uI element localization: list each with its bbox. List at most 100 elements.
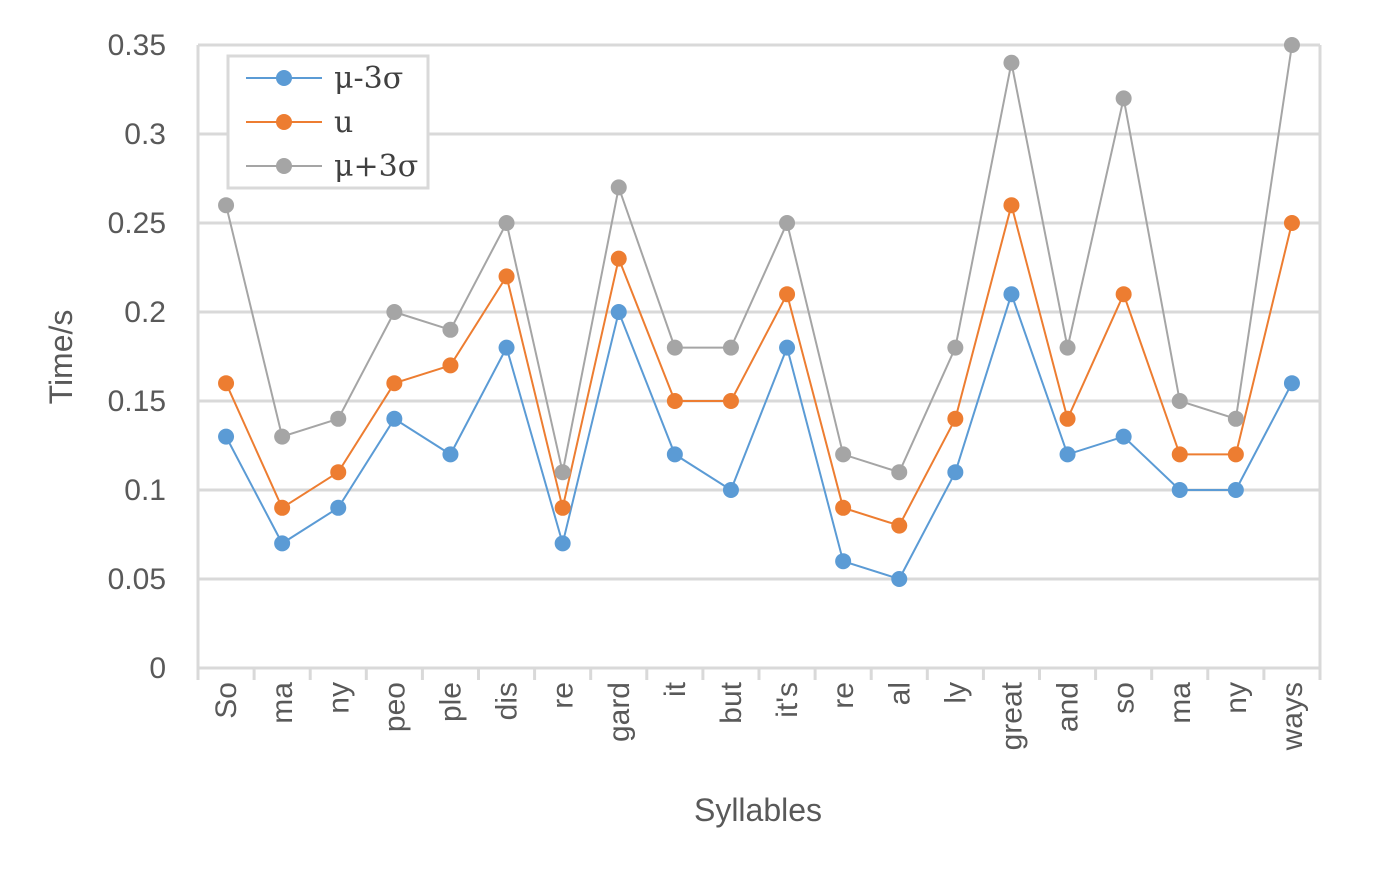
data-point bbox=[1059, 339, 1076, 356]
data-point bbox=[666, 446, 683, 463]
data-point bbox=[1227, 482, 1244, 498]
data-point bbox=[274, 428, 291, 445]
x-tick-label: ly bbox=[939, 682, 972, 704]
data-point bbox=[891, 571, 908, 587]
data-point bbox=[1227, 410, 1244, 427]
legend-label: μ+3σ bbox=[334, 149, 418, 184]
series-line bbox=[225, 44, 1293, 474]
series-1 bbox=[218, 197, 1300, 534]
x-tick-label: peo bbox=[378, 682, 411, 732]
legend-item: u bbox=[246, 105, 353, 140]
data-point bbox=[218, 375, 235, 392]
legend-item: μ+3σ bbox=[246, 149, 418, 184]
y-tick-label: 0.2 bbox=[124, 296, 166, 329]
y-axis-title: Time/s bbox=[43, 310, 79, 405]
y-tick-label: 0.05 bbox=[108, 563, 166, 596]
x-tick-label: re bbox=[827, 682, 860, 709]
data-point bbox=[1003, 54, 1020, 71]
data-point bbox=[835, 499, 852, 516]
data-point bbox=[1059, 446, 1076, 463]
data-point bbox=[1227, 446, 1244, 463]
x-tick-label: it bbox=[659, 681, 692, 697]
x-tick-label: so bbox=[1108, 682, 1141, 714]
data-point bbox=[722, 393, 739, 409]
legend-swatch-marker bbox=[276, 114, 292, 130]
data-point bbox=[1171, 482, 1188, 498]
series-2 bbox=[218, 37, 1300, 481]
x-tick-label: ny bbox=[1220, 682, 1253, 714]
data-point bbox=[891, 464, 908, 481]
data-point bbox=[666, 339, 683, 356]
series-0 bbox=[218, 286, 1300, 587]
data-point bbox=[779, 286, 796, 303]
data-point bbox=[442, 446, 459, 463]
y-tick-label: 0.35 bbox=[108, 29, 166, 62]
legend-item: μ-3σ bbox=[246, 61, 403, 96]
data-point bbox=[1171, 446, 1188, 463]
data-point bbox=[1115, 90, 1132, 107]
data-point bbox=[610, 179, 627, 196]
y-tick-label: 0.25 bbox=[108, 207, 166, 240]
data-point bbox=[442, 321, 459, 338]
data-point bbox=[442, 357, 459, 374]
data-point bbox=[1115, 428, 1132, 445]
data-point bbox=[1059, 410, 1076, 427]
data-point bbox=[498, 215, 515, 231]
data-point bbox=[498, 268, 515, 285]
axes bbox=[196, 45, 1322, 680]
data-point bbox=[610, 250, 627, 267]
data-point bbox=[498, 339, 515, 356]
y-tick-label: 0.1 bbox=[124, 474, 166, 507]
x-tick-label: but bbox=[715, 681, 748, 723]
x-tick-label: So bbox=[210, 682, 243, 719]
data-point bbox=[1283, 375, 1300, 392]
data-point bbox=[891, 517, 908, 534]
legend-label: u bbox=[334, 105, 353, 140]
x-axis-title: Syllables bbox=[694, 792, 822, 828]
data-point bbox=[779, 339, 796, 356]
data-point bbox=[218, 197, 235, 214]
y-tick-label: 0.3 bbox=[124, 118, 166, 151]
legend-swatch-marker bbox=[276, 158, 292, 174]
data-point bbox=[386, 375, 403, 392]
data-point bbox=[386, 410, 403, 427]
legend-label: μ-3σ bbox=[334, 61, 403, 96]
data-point bbox=[1003, 286, 1020, 303]
series-line bbox=[225, 291, 1293, 581]
data-point bbox=[330, 499, 347, 516]
data-point bbox=[1283, 37, 1300, 53]
legend-swatch-marker bbox=[276, 70, 292, 86]
data-point bbox=[330, 464, 347, 481]
data-point bbox=[554, 464, 571, 481]
data-point bbox=[218, 428, 235, 445]
data-point bbox=[947, 339, 964, 356]
data-point bbox=[1115, 286, 1132, 303]
data-point bbox=[947, 410, 964, 427]
data-point bbox=[330, 410, 347, 427]
y-tick-label: 0.15 bbox=[108, 385, 166, 418]
data-point bbox=[779, 215, 796, 231]
data-point bbox=[666, 393, 683, 409]
data-point bbox=[722, 339, 739, 356]
y-tick-label: 0 bbox=[149, 652, 166, 685]
x-tick-label: ple bbox=[434, 682, 467, 722]
data-point bbox=[554, 499, 571, 516]
x-tick-label: ways bbox=[1276, 682, 1309, 751]
x-tick-label: and bbox=[1052, 682, 1085, 732]
data-point bbox=[1003, 197, 1020, 214]
data-point bbox=[835, 553, 852, 570]
x-tick-label: ny bbox=[322, 682, 355, 714]
data-point bbox=[386, 304, 403, 320]
legend: μ-3σ u μ+3σ bbox=[226, 54, 430, 190]
data-point bbox=[835, 446, 852, 463]
data-point bbox=[1283, 215, 1300, 231]
data-point bbox=[947, 464, 964, 481]
x-tick-labels: So ma ny peo ple dis re gard it but it's re al ly grea… bbox=[210, 681, 1309, 751]
series-line bbox=[225, 201, 1293, 527]
x-tick-label: it's bbox=[771, 682, 804, 718]
y-tick-labels: 0 0.05 0.1 0.15 0.2 0.25 0.3 0.35 bbox=[108, 29, 166, 685]
x-tick-label: re bbox=[547, 682, 580, 709]
data-point bbox=[1171, 393, 1188, 409]
x-tick-label: dis bbox=[491, 682, 524, 720]
